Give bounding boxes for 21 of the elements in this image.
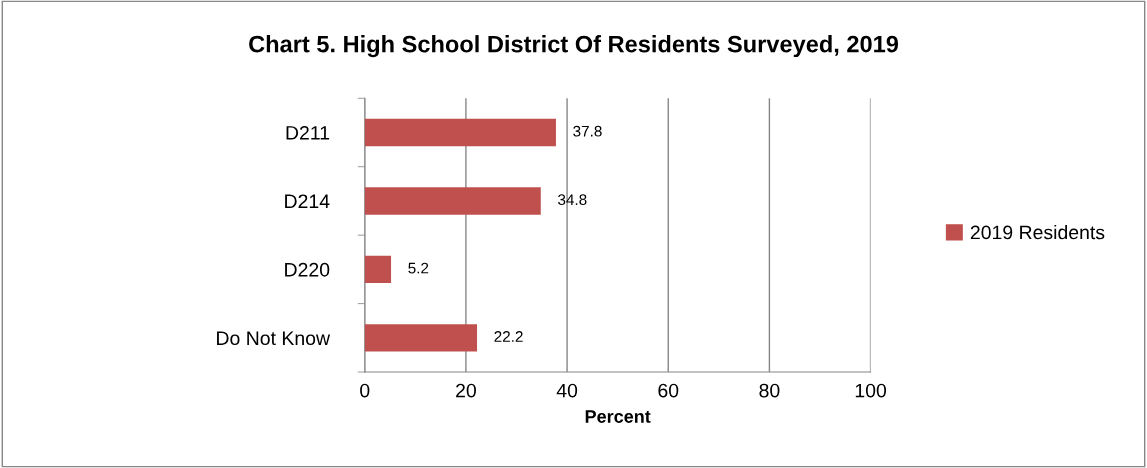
x-tick-label: 40 [556, 383, 578, 398]
data-label: 22.2 [494, 331, 523, 342]
bar [364, 324, 478, 352]
data-label: 37.8 [573, 125, 602, 137]
y-tick-label: Do Not Know [217, 331, 331, 346]
bar [364, 118, 556, 147]
legend-label: 2019 Residents [970, 224, 1105, 240]
x-tick-label: 80 [759, 383, 780, 398]
y-tick-label: D211 [286, 125, 330, 140]
bar [364, 187, 541, 215]
data-label: 34.8 [558, 194, 587, 206]
x-tick-label: 0 [360, 383, 370, 398]
y-tick-label: D220 [285, 262, 330, 277]
x-tick-label: 20 [456, 383, 476, 398]
x-tick-label: 100 [855, 383, 887, 398]
bar [364, 255, 392, 284]
y-tick-label: D214 [285, 194, 330, 208]
x-tick-label: 60 [658, 383, 679, 398]
x-axis-title: Percent [585, 410, 651, 423]
chart-title: Chart 5. High School District Of Residents Surveyed, 2019 [249, 35, 899, 58]
data-label: 5.2 [408, 262, 429, 274]
